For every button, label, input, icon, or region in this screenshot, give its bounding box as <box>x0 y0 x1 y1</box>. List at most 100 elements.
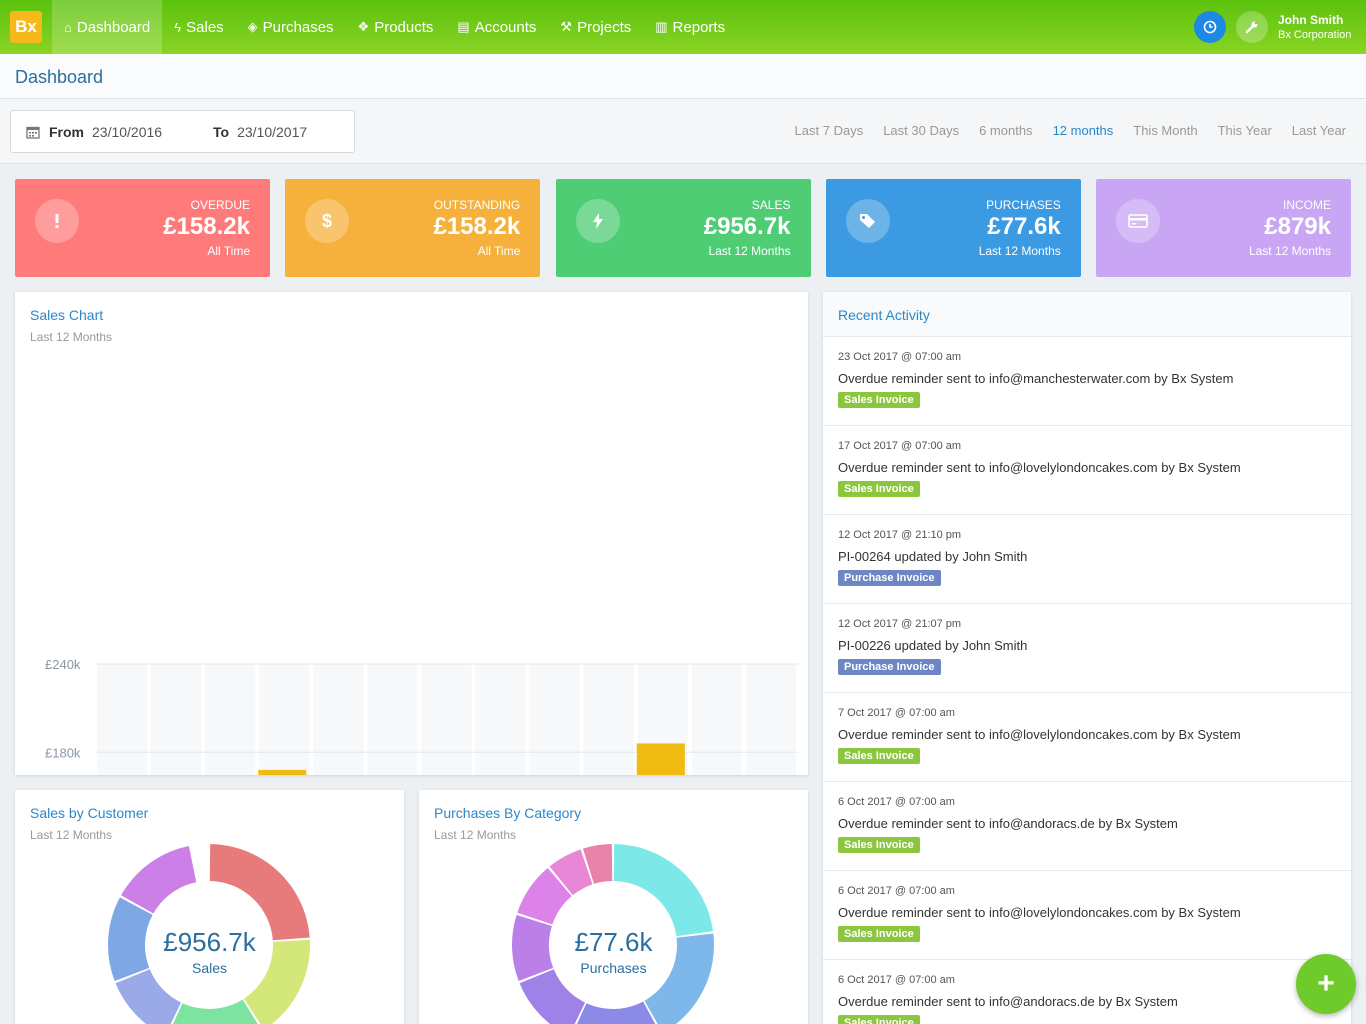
stat-card-sales[interactable]: SALES £956.7k Last 12 Months <box>555 179 811 277</box>
user-company: Bx Corporation <box>1278 29 1352 41</box>
activity-tag[interactable]: Sales Invoice <box>838 392 920 408</box>
stat-card-value: £158.2k <box>433 213 521 240</box>
nav-menu: ⌂ Dashboard ϟ Sales ◈ Purchases ❖ Products ▤ Acco… <box>52 0 737 54</box>
sales-by-customer-title: Sales by Customer <box>30 805 149 821</box>
from-date-value[interactable]: 23/10/2016 <box>92 123 163 140</box>
activity-time: 12 Oct 2017 @ 21:10 pm <box>838 529 962 541</box>
book-icon: ▤ <box>457 19 470 34</box>
activity-tag[interactable]: Purchase Invoice <box>838 570 941 586</box>
sales-chart-panel: Sales Chart Last 12 Months £0£60k£120k£1… <box>15 292 808 775</box>
range-preset[interactable]: Last Year <box>1291 123 1346 138</box>
activity-message: PI-00264 updated by John Smith <box>838 549 1028 564</box>
stat-card-value: £956.7k <box>703 213 791 240</box>
activity-item[interactable]: 7 Oct 2017 @ 07:00 am Overdue reminder se… <box>823 693 1351 782</box>
customer-segment[interactable] <box>167 999 262 1024</box>
to-date-value[interactable]: 23/10/2017 <box>237 123 308 140</box>
activity-item[interactable]: 12 Oct 2017 @ 21:07 pm PI-00226 updated b… <box>823 604 1351 693</box>
customer-segment[interactable] <box>108 897 153 982</box>
activity-item[interactable]: 23 Oct 2017 @ 07:00 am Overdue reminder s… <box>823 337 1351 426</box>
stat-card-period: Last 12 Months <box>978 244 1061 258</box>
nav-item-products[interactable]: ❖ Products <box>346 0 446 54</box>
sales-bar-chart: £0£60k£120k£180k£240kOCT '16DEC '16FEB '… <box>45 657 798 775</box>
activity-tag[interactable]: Sales Invoice <box>838 926 920 942</box>
stat-card-purchases[interactable]: PURCHASES £77.6k Last 12 Months <box>825 179 1081 277</box>
activity-tag[interactable]: Sales Invoice <box>838 1015 920 1024</box>
settings-button[interactable] <box>1236 11 1268 43</box>
nav-item-projects[interactable]: ⚒ Projects <box>548 0 643 54</box>
activity-time: 23 Oct 2017 @ 07:00 am <box>838 351 962 363</box>
nav-item-label: Purchases <box>262 18 334 36</box>
tags-icon <box>845 199 890 243</box>
activity-tag[interactable]: Sales Invoice <box>838 837 920 853</box>
stat-card-label: PURCHASES <box>986 198 1061 212</box>
svg-text:$: $ <box>322 211 332 231</box>
bolt-icon: ϟ <box>174 19 182 35</box>
purchases-by-category-donut <box>512 844 715 1024</box>
category-segment[interactable] <box>549 849 593 896</box>
category-segment[interactable] <box>512 914 554 982</box>
nav-item-sales[interactable]: ϟ Sales <box>162 0 235 54</box>
nav-item-reports[interactable]: ▥ Reports <box>643 0 737 54</box>
activity-item[interactable]: 17 Oct 2017 @ 07:00 am Overdue reminder s… <box>823 426 1351 515</box>
customer-segment[interactable] <box>121 846 197 914</box>
activity-tag[interactable]: Sales Invoice <box>838 748 920 764</box>
chart-bar <box>636 743 685 775</box>
activity-item[interactable]: 12 Oct 2017 @ 21:10 pm PI-00264 updated b… <box>823 515 1351 604</box>
y-tick-label: £240k <box>45 657 81 672</box>
stat-card-income[interactable]: INCOME £879k Last 12 Months <box>1096 179 1351 277</box>
range-preset[interactable]: Last 7 Days <box>794 123 864 138</box>
activity-time: 7 Oct 2017 @ 07:00 am <box>838 707 955 719</box>
stat-card-value: £879k <box>1264 213 1331 240</box>
nav-item-dashboard[interactable]: ⌂ Dashboard <box>52 0 163 54</box>
range-preset[interactable]: 12 months <box>1052 123 1114 138</box>
recent-activity-title: Recent Activity <box>838 307 930 323</box>
y-tick-label: £180k <box>45 745 81 760</box>
range-preset[interactable]: This Month <box>1133 123 1198 138</box>
chart-column-bg <box>259 664 310 775</box>
range-preset[interactable]: This Year <box>1217 123 1272 138</box>
activity-item[interactable]: 6 Oct 2017 @ 07:00 am Overdue reminder se… <box>823 782 1351 871</box>
stat-card-overdue[interactable]: OVERDUE £158.2k All Time <box>15 179 270 277</box>
date-range-picker[interactable]: From 23/10/2016 To 23/10/2017 <box>10 110 355 153</box>
user-menu[interactable]: John Smith Bx Corporation <box>1278 13 1351 41</box>
bar-chart-icon: ▥ <box>655 19 668 34</box>
stat-card-period: Last 12 Months <box>708 244 791 258</box>
category-segment[interactable] <box>519 969 586 1024</box>
recent-activity-header: Recent Activity <box>823 292 1351 337</box>
category-segment[interactable] <box>582 844 613 884</box>
category-segment[interactable] <box>613 844 714 937</box>
customer-segment[interactable] <box>243 939 310 1024</box>
chart-column-bg <box>583 664 634 775</box>
range-presets: Last 7 Days Last 30 Days 6 months 12 months… <box>795 123 1346 138</box>
calendar-icon <box>26 126 40 139</box>
app-logo[interactable]: Bx <box>10 11 42 43</box>
page-title: Dashboard <box>15 67 104 87</box>
activity-message: Overdue reminder sent to info@lovelylond… <box>838 905 1241 920</box>
sales-total-label: Sales <box>191 960 228 976</box>
add-button[interactable]: + <box>1296 954 1356 1014</box>
nav-item-purchases[interactable]: ◈ Purchases <box>236 0 346 54</box>
sales-by-customer-panel: Sales by Customer Last 12 Months £956.7k… <box>15 790 404 1024</box>
customer-segment[interactable] <box>115 969 182 1024</box>
purchases-by-category-center: £77.6k Purchases <box>419 927 808 976</box>
stat-card-outstanding[interactable]: $ OUTSTANDING £158.2k All Time <box>285 179 541 277</box>
range-preset[interactable]: Last 30 Days <box>883 123 960 138</box>
nav-item-accounts[interactable]: ▤ Accounts <box>445 0 548 54</box>
customer-segment[interactable] <box>209 844 310 941</box>
activity-item[interactable]: 6 Oct 2017 @ 07:00 am Overdue reminder se… <box>823 871 1351 960</box>
activity-message: Overdue reminder sent to info@lovelylond… <box>838 727 1241 742</box>
activity-message: Overdue reminder sent to info@lovelylond… <box>838 460 1241 475</box>
range-preset[interactable]: 6 months <box>979 123 1033 138</box>
category-segment[interactable] <box>571 1001 660 1024</box>
activity-tag[interactable]: Purchase Invoice <box>838 659 941 675</box>
clock-button[interactable] <box>1194 11 1226 43</box>
credit-card-icon <box>1116 199 1160 243</box>
stat-card-label: OUTSTANDING <box>433 198 521 212</box>
category-segment[interactable] <box>517 867 572 925</box>
activity-tag[interactable]: Sales Invoice <box>838 481 920 497</box>
category-segment[interactable] <box>644 933 715 1024</box>
to-label: To <box>213 123 230 140</box>
activity-message: Overdue reminder sent to info@andoracs.d… <box>838 994 1178 1009</box>
user-name: John Smith <box>1278 13 1344 27</box>
activity-item[interactable]: 6 Oct 2017 @ 07:00 am Overdue reminder se… <box>823 960 1351 1024</box>
